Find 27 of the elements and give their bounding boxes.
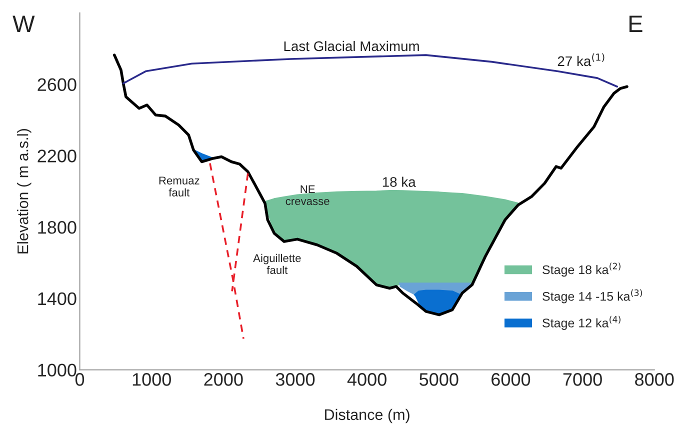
y-tick-label: 1000: [38, 364, 76, 377]
x-tick-label: 1000: [132, 373, 171, 386]
annotation: Last Glacial Maximum: [284, 40, 419, 52]
y-axis-title: Elevation ( m a.s.l): [17, 129, 32, 254]
annotation: 18 ka: [382, 176, 416, 187]
y-tick-label: 2600: [38, 78, 76, 92]
annotation: 27 ka$^{(1)}$: [558, 53, 604, 66]
annotation: Remuaz fault: [159, 176, 200, 196]
x-axis-title: Distance (m): [325, 408, 410, 424]
annotation: NE crevasse: [286, 185, 330, 206]
x-tick-label: 4000: [347, 373, 386, 386]
x-tick-label: 8000: [635, 373, 674, 386]
x-tick-label: 6000: [492, 373, 530, 386]
x-tick-label: 3000: [276, 373, 315, 386]
y-tick-label: 1800: [38, 220, 76, 234]
annotation: E: [630, 16, 642, 32]
x-tick-label: 0: [75, 373, 84, 386]
y-tick-label: 2200: [38, 150, 76, 162]
y-tick-label: 1400: [38, 292, 76, 306]
x-tick-label: 7000: [563, 373, 602, 386]
legend-label: Stage 14 -15 ka$^{(3)}$: [542, 289, 642, 304]
legend-label: Stage 18 ka$^{(2)}$: [542, 262, 620, 277]
text: W: [12, 16, 35, 32]
annotation: Aiguillette fault: [253, 254, 301, 274]
x-tick-label: 2000: [204, 373, 243, 386]
x-tick-label: 5000: [420, 373, 458, 386]
legend-label: Stage 12 ka$^{(4)}$: [542, 316, 620, 330]
